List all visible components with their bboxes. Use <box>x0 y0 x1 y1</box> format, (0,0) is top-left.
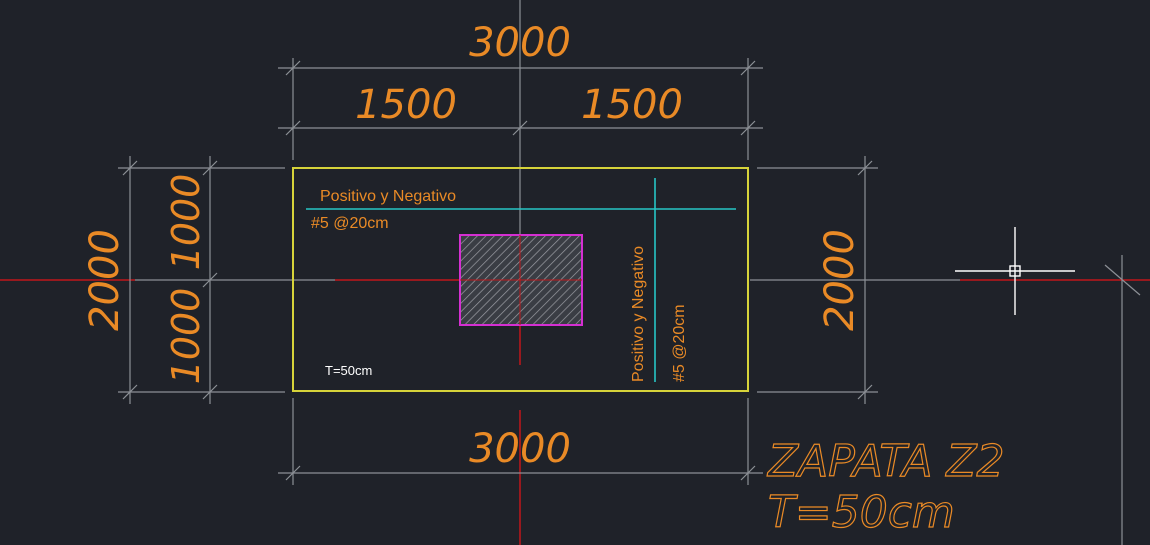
top-dimensions[interactable] <box>278 58 763 160</box>
thickness-note: T=50cm <box>325 363 372 378</box>
dim-left-total: 2000 <box>82 229 128 331</box>
dim-left-upper: 1000 <box>164 174 208 271</box>
dim-top-left-half: 1500 <box>355 82 457 128</box>
left-dimensions[interactable] <box>118 156 285 404</box>
right-dimension[interactable] <box>757 156 878 404</box>
rebar-horizontal-spec: #5 @20cm <box>311 215 389 232</box>
crosshair-cursor-icon <box>955 227 1075 315</box>
rebar-vertical-spec: #5 @20cm <box>671 304 688 382</box>
dim-left-lower: 1000 <box>164 288 208 385</box>
dim-right-total: 2000 <box>817 229 863 331</box>
dim-top-right-half: 1500 <box>581 82 683 128</box>
dim-top-total: 3000 <box>469 20 571 66</box>
dim-bottom-total: 3000 <box>469 426 571 472</box>
footing-outline[interactable] <box>292 167 749 392</box>
rebar-horizontal-label: Positivo y Negativo <box>320 188 456 205</box>
bottom-dimension[interactable] <box>278 398 763 485</box>
footing-title: ZAPATA Z2 <box>767 436 1005 487</box>
right-reference-tick <box>1104 264 1141 296</box>
rebar-vertical-label: Positivo y Negativo <box>630 246 647 382</box>
footing-thickness-title: T=50cm <box>768 487 955 538</box>
